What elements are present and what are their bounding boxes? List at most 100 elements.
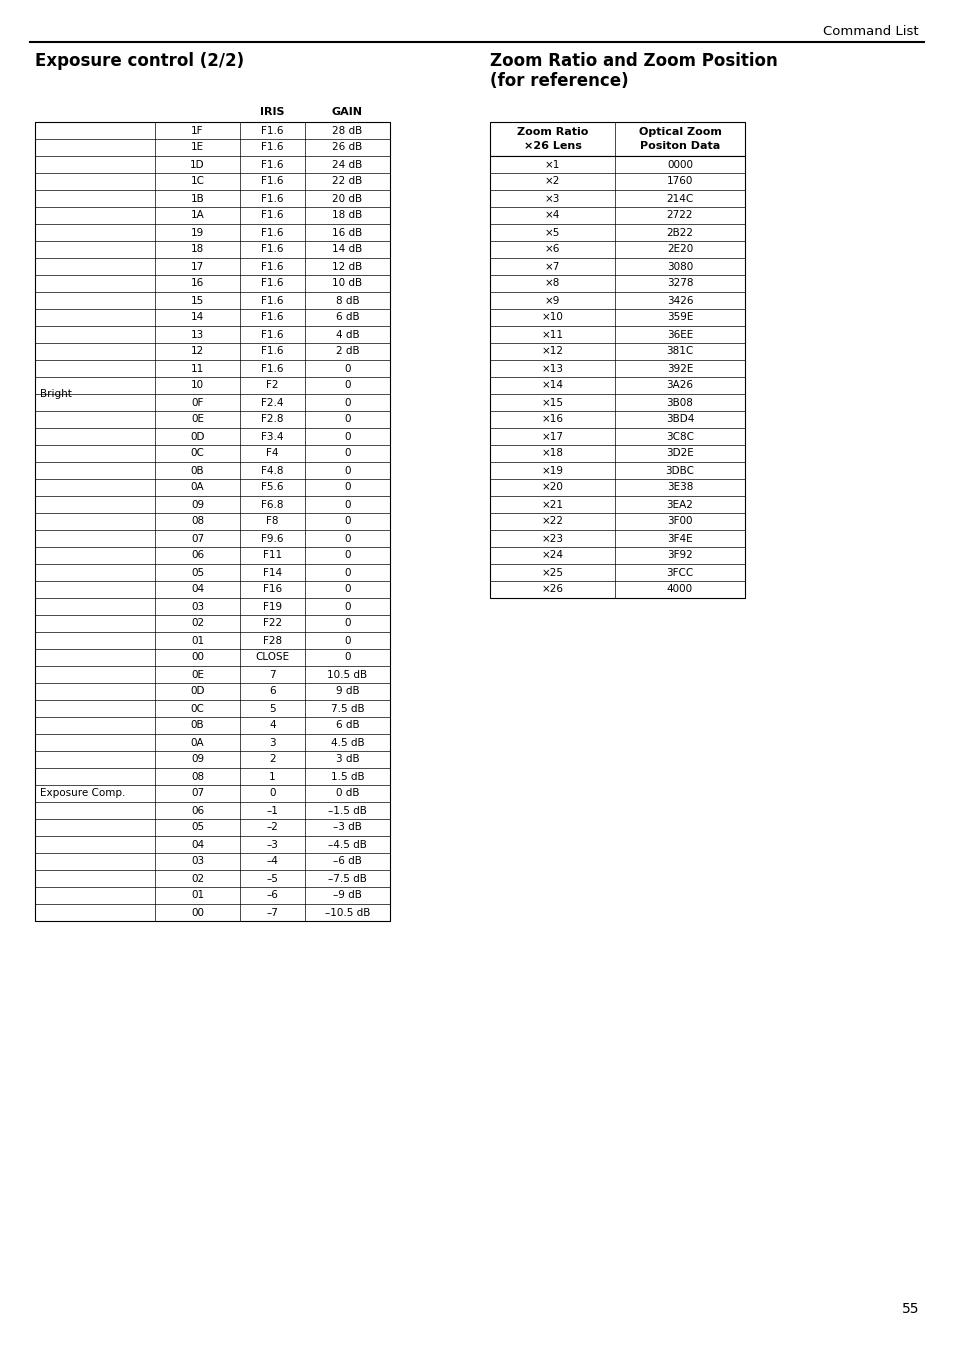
Text: 0F: 0F bbox=[192, 397, 204, 408]
Text: IRIS: IRIS bbox=[260, 107, 284, 118]
Text: 3426: 3426 bbox=[666, 296, 693, 305]
Text: ×6: ×6 bbox=[544, 245, 559, 254]
Text: F1.6: F1.6 bbox=[261, 159, 283, 169]
Text: 08: 08 bbox=[191, 771, 204, 781]
Text: 00: 00 bbox=[191, 653, 204, 662]
Text: 3278: 3278 bbox=[666, 278, 693, 289]
Text: –6: –6 bbox=[266, 890, 278, 901]
Text: F6.8: F6.8 bbox=[261, 500, 283, 509]
Text: 0 dB: 0 dB bbox=[335, 789, 359, 798]
Text: 05: 05 bbox=[191, 567, 204, 577]
Text: 14 dB: 14 dB bbox=[332, 245, 362, 254]
Text: 05: 05 bbox=[191, 823, 204, 832]
Text: 3D2E: 3D2E bbox=[665, 449, 693, 458]
Text: F1.6: F1.6 bbox=[261, 346, 283, 357]
Text: 11: 11 bbox=[191, 363, 204, 373]
Text: 0: 0 bbox=[344, 585, 351, 594]
Text: ×23: ×23 bbox=[541, 534, 563, 543]
Text: 04: 04 bbox=[191, 839, 204, 850]
Text: 12: 12 bbox=[191, 346, 204, 357]
Text: 6: 6 bbox=[269, 686, 275, 697]
Text: 1A: 1A bbox=[191, 211, 204, 220]
Text: 20 dB: 20 dB bbox=[332, 193, 362, 204]
Text: 16 dB: 16 dB bbox=[332, 227, 362, 238]
Text: Optical Zoom: Optical Zoom bbox=[638, 127, 720, 136]
Text: F11: F11 bbox=[263, 550, 282, 561]
Text: 24 dB: 24 dB bbox=[332, 159, 362, 169]
Text: 2 dB: 2 dB bbox=[335, 346, 359, 357]
Text: –7: –7 bbox=[266, 908, 278, 917]
Text: 0D: 0D bbox=[190, 686, 205, 697]
Text: 0000: 0000 bbox=[666, 159, 692, 169]
Text: 1F: 1F bbox=[191, 126, 204, 135]
Text: –7.5 dB: –7.5 dB bbox=[328, 874, 367, 884]
Text: 0: 0 bbox=[344, 449, 351, 458]
Text: F1.6: F1.6 bbox=[261, 211, 283, 220]
Text: 8 dB: 8 dB bbox=[335, 296, 359, 305]
Text: 0: 0 bbox=[344, 550, 351, 561]
Text: ×9: ×9 bbox=[544, 296, 559, 305]
Text: ×20: ×20 bbox=[541, 482, 563, 493]
Text: 10 dB: 10 dB bbox=[332, 278, 362, 289]
Bar bbox=[490, 155, 744, 598]
Text: F1.6: F1.6 bbox=[261, 330, 283, 339]
Text: 00: 00 bbox=[191, 908, 204, 917]
Text: F16: F16 bbox=[263, 585, 282, 594]
Text: 359E: 359E bbox=[666, 312, 693, 323]
Text: ×15: ×15 bbox=[541, 397, 563, 408]
Text: 4000: 4000 bbox=[666, 585, 692, 594]
Text: ×2: ×2 bbox=[544, 177, 559, 186]
Text: Bright: Bright bbox=[40, 389, 71, 399]
Text: 1C: 1C bbox=[191, 177, 204, 186]
Text: F5.6: F5.6 bbox=[261, 482, 283, 493]
Text: ×26: ×26 bbox=[541, 585, 563, 594]
Text: 5: 5 bbox=[269, 704, 275, 713]
Text: 0C: 0C bbox=[191, 449, 204, 458]
Text: Exposure control (2/2): Exposure control (2/2) bbox=[35, 51, 244, 70]
Text: ×8: ×8 bbox=[544, 278, 559, 289]
Text: 03: 03 bbox=[191, 601, 204, 612]
Text: 3E38: 3E38 bbox=[666, 482, 693, 493]
Text: F1.6: F1.6 bbox=[261, 177, 283, 186]
Text: 4: 4 bbox=[269, 720, 275, 731]
Text: 22 dB: 22 dB bbox=[332, 177, 362, 186]
Text: 4 dB: 4 dB bbox=[335, 330, 359, 339]
Text: 0: 0 bbox=[344, 534, 351, 543]
Text: 10: 10 bbox=[191, 381, 204, 390]
Text: 0E: 0E bbox=[191, 415, 204, 424]
Text: 19: 19 bbox=[191, 227, 204, 238]
Text: 0: 0 bbox=[344, 415, 351, 424]
Text: 7: 7 bbox=[269, 670, 275, 680]
Text: –10.5 dB: –10.5 dB bbox=[324, 908, 370, 917]
Text: ×11: ×11 bbox=[541, 330, 563, 339]
Text: F8: F8 bbox=[266, 516, 278, 527]
Text: F14: F14 bbox=[263, 567, 282, 577]
Text: 09: 09 bbox=[191, 754, 204, 765]
Text: 3EA2: 3EA2 bbox=[666, 500, 693, 509]
Text: 3F4E: 3F4E bbox=[666, 534, 692, 543]
Text: F22: F22 bbox=[263, 619, 282, 628]
Text: 2722: 2722 bbox=[666, 211, 693, 220]
Text: 08: 08 bbox=[191, 516, 204, 527]
Text: F3.4: F3.4 bbox=[261, 431, 283, 442]
Text: ×12: ×12 bbox=[541, 346, 563, 357]
Text: 0: 0 bbox=[269, 789, 275, 798]
Text: ×22: ×22 bbox=[541, 516, 563, 527]
Text: F9.6: F9.6 bbox=[261, 534, 283, 543]
Text: 13: 13 bbox=[191, 330, 204, 339]
Text: 0: 0 bbox=[344, 635, 351, 646]
Text: F1.6: F1.6 bbox=[261, 312, 283, 323]
Text: ×14: ×14 bbox=[541, 381, 563, 390]
Text: 17: 17 bbox=[191, 262, 204, 272]
Text: 392E: 392E bbox=[666, 363, 693, 373]
Text: 0B: 0B bbox=[191, 720, 204, 731]
Text: ×1: ×1 bbox=[544, 159, 559, 169]
Text: 2: 2 bbox=[269, 754, 275, 765]
Text: 2B22: 2B22 bbox=[666, 227, 693, 238]
Text: 0: 0 bbox=[344, 500, 351, 509]
Text: 01: 01 bbox=[191, 890, 204, 901]
Text: 06: 06 bbox=[191, 550, 204, 561]
Text: F19: F19 bbox=[263, 601, 282, 612]
Text: 18 dB: 18 dB bbox=[332, 211, 362, 220]
Text: 3C8C: 3C8C bbox=[665, 431, 693, 442]
